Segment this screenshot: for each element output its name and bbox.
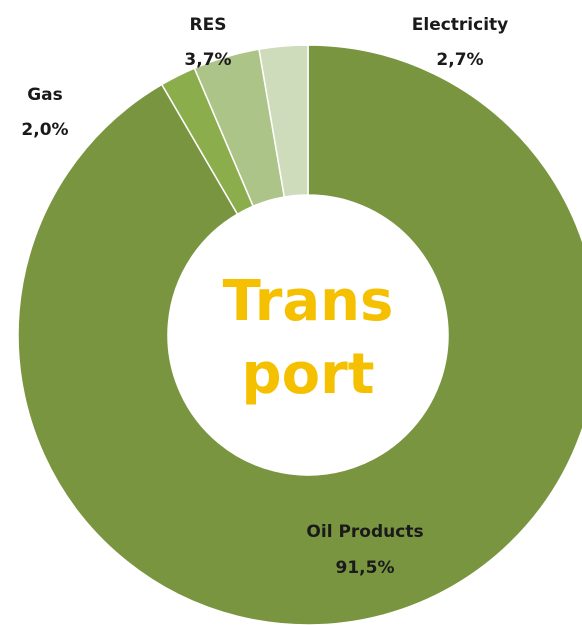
donut-segment [17, 44, 582, 625]
center-label: port [242, 342, 375, 407]
category-label: Gas [27, 85, 63, 105]
value-label: 2,7% [436, 50, 483, 70]
value-label: 3,7% [184, 50, 231, 70]
category-label: RES [190, 15, 227, 35]
donut [17, 44, 582, 625]
center-label: Trans [223, 269, 394, 334]
category-label: Electricity [412, 15, 509, 35]
value-label: 91,5% [336, 558, 395, 578]
value-label: 2,0% [21, 120, 68, 140]
category-label: Oil Products [306, 522, 423, 542]
donut-segment [258, 44, 309, 198]
